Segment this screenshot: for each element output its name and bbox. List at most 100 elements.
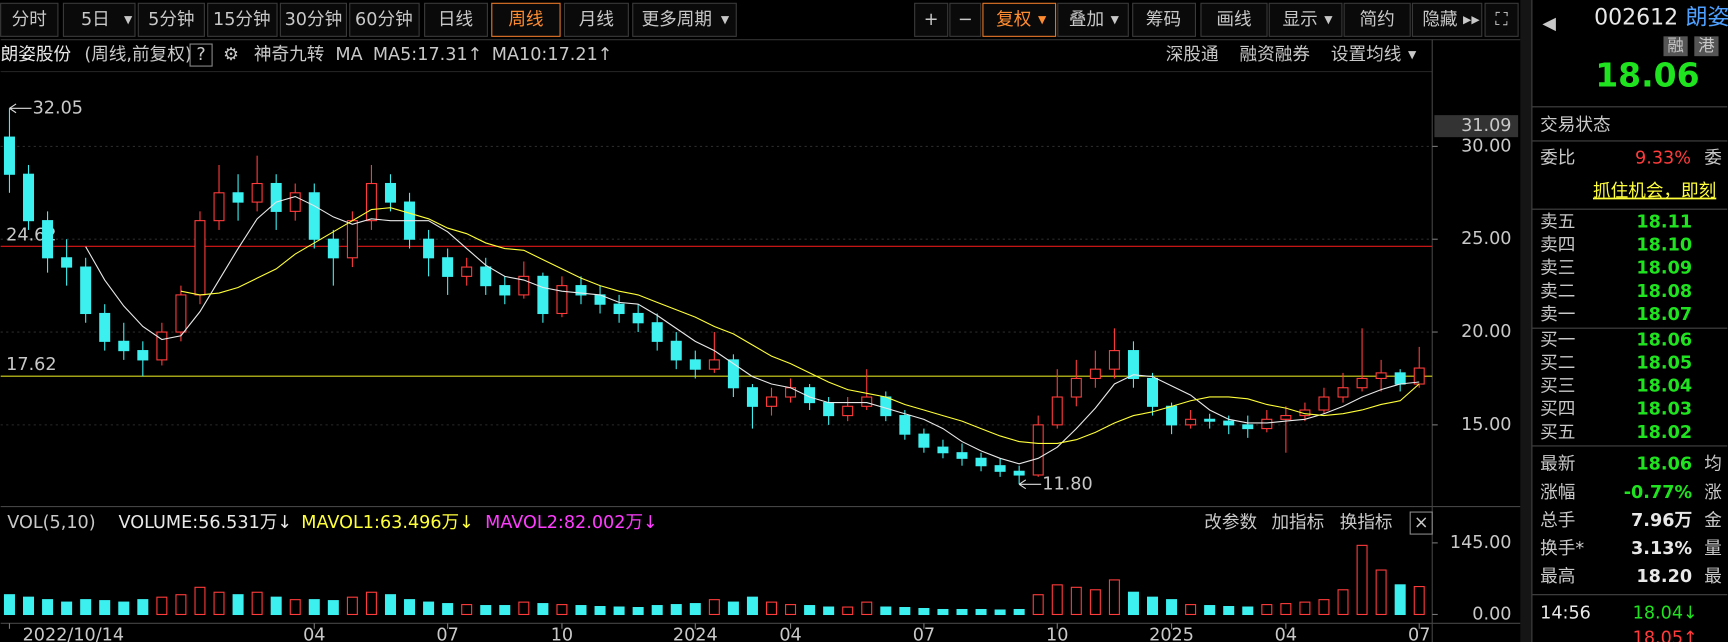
book-price: 18.02	[1636, 423, 1692, 443]
candle-body	[1166, 405, 1178, 426]
candle-body	[1318, 396, 1330, 411]
stat-value: -0.77%	[1624, 483, 1693, 503]
candle-body	[880, 396, 892, 417]
vol-legend: MAVOL1:63.496万↓	[301, 513, 474, 533]
link[interactable]: 深股通	[1166, 45, 1219, 65]
volume-bar	[61, 601, 73, 616]
tool[interactable]: 复权	[996, 10, 1032, 30]
volume-bar	[461, 604, 473, 616]
book-price: 18.06	[1636, 330, 1692, 350]
period[interactable]: 15分钟	[213, 10, 271, 30]
link[interactable]: 加指标	[1271, 513, 1324, 533]
btn[interactable]	[949, 2, 982, 37]
btn[interactable]	[279, 2, 347, 37]
candle-body	[765, 396, 778, 407]
link[interactable]: 换指标	[1340, 513, 1393, 533]
period[interactable]: 月线	[579, 10, 614, 30]
candle-body	[289, 192, 301, 212]
tool[interactable]: 显示	[1282, 10, 1317, 30]
volume-bar	[213, 591, 225, 616]
gear[interactable]: ⚙	[223, 45, 239, 65]
candle-body	[1242, 424, 1254, 430]
tool[interactable]: 筹码	[1146, 10, 1181, 30]
period[interactable]: 5分钟	[148, 10, 194, 30]
period[interactable]: 更多周期	[642, 10, 712, 30]
tool[interactable]: 叠加	[1069, 10, 1104, 30]
book-label: 买二	[1540, 353, 1575, 373]
back[interactable]: ◀	[1542, 14, 1556, 34]
btn[interactable]	[632, 2, 737, 37]
tool[interactable]: 简约	[1360, 10, 1395, 30]
btn[interactable]	[62, 2, 136, 37]
candle-body	[1070, 377, 1082, 398]
caret: ▾	[1111, 9, 1120, 28]
book-price: 18.05	[1636, 353, 1692, 373]
candle-body	[365, 182, 377, 222]
vol-legend: VOLUME:56.531万↓	[118, 513, 292, 533]
tool[interactable]: 画线	[1216, 10, 1251, 30]
btn[interactable]	[424, 2, 488, 37]
legend-ma10: MA10:17.21↑	[492, 45, 613, 65]
banner[interactable]: 抓住机会，即刻	[1593, 182, 1716, 202]
candle-body	[746, 387, 758, 407]
btn[interactable]	[1200, 2, 1268, 37]
period[interactable]: 30分钟	[285, 10, 343, 30]
caret: ▸▸	[1463, 9, 1480, 28]
volume-bar	[1242, 606, 1254, 616]
book-label: 买四	[1540, 400, 1575, 420]
help[interactable]	[189, 43, 213, 67]
volume-bar	[118, 601, 130, 616]
period[interactable]: 日线	[438, 10, 473, 30]
volume-bar	[137, 599, 149, 616]
help-icon[interactable]: ?	[196, 45, 205, 65]
btn-active[interactable]	[491, 2, 561, 37]
zoom-out[interactable]: −	[958, 10, 973, 30]
btn[interactable]	[349, 2, 420, 37]
btn[interactable]	[0, 2, 59, 37]
btn[interactable]	[1343, 2, 1411, 37]
btn-active[interactable]	[982, 2, 1057, 37]
link[interactable]: 改参数	[1204, 513, 1257, 533]
zoom-in[interactable]: +	[924, 10, 939, 30]
volume-bar	[842, 606, 854, 616]
btn[interactable]	[207, 2, 278, 37]
x-tick-label: 07	[436, 625, 458, 642]
x-tick-label: 2022/10/14	[23, 625, 124, 642]
period[interactable]: 分时	[12, 10, 47, 30]
btn[interactable]	[1132, 2, 1197, 37]
period[interactable]: 周线	[508, 10, 543, 30]
period[interactable]: 60分钟	[355, 10, 413, 30]
tool[interactable]: 隐藏	[1422, 10, 1458, 30]
candle-body	[823, 402, 835, 417]
btn[interactable]	[137, 2, 205, 37]
volume-bar	[384, 594, 396, 616]
close[interactable]	[1409, 511, 1433, 535]
btn[interactable]	[1411, 2, 1483, 37]
caret: ▾	[1324, 9, 1333, 28]
fullscreen[interactable]: ⛶	[1495, 10, 1508, 30]
btn[interactable]	[1057, 2, 1129, 37]
candle-body	[689, 359, 701, 370]
scrollbar[interactable]	[1520, 0, 1532, 642]
volume-bar	[556, 604, 568, 616]
x-tick-label: 07	[913, 625, 935, 642]
volume-bar	[1032, 594, 1044, 616]
tag-text: 港	[1698, 36, 1715, 55]
volume-bar	[1337, 589, 1349, 616]
btn[interactable]	[1268, 2, 1343, 37]
candle-body	[327, 238, 339, 259]
volume-bar	[1070, 586, 1082, 616]
candle-body	[632, 312, 644, 324]
candle-body	[1089, 368, 1101, 380]
link[interactable]: 融资融券	[1240, 45, 1311, 65]
volume-bar	[423, 601, 435, 616]
btn[interactable]	[914, 2, 949, 37]
stat-more: 涨	[1704, 483, 1722, 503]
btn[interactable]	[563, 2, 629, 37]
btn[interactable]	[1484, 2, 1519, 37]
link[interactable]: 设置均线	[1331, 45, 1401, 65]
book-label: 卖四	[1540, 236, 1575, 256]
close-icon[interactable]: ×	[1414, 513, 1429, 533]
stat-value: 3.13%	[1631, 539, 1692, 559]
period[interactable]: 5日	[81, 10, 110, 30]
